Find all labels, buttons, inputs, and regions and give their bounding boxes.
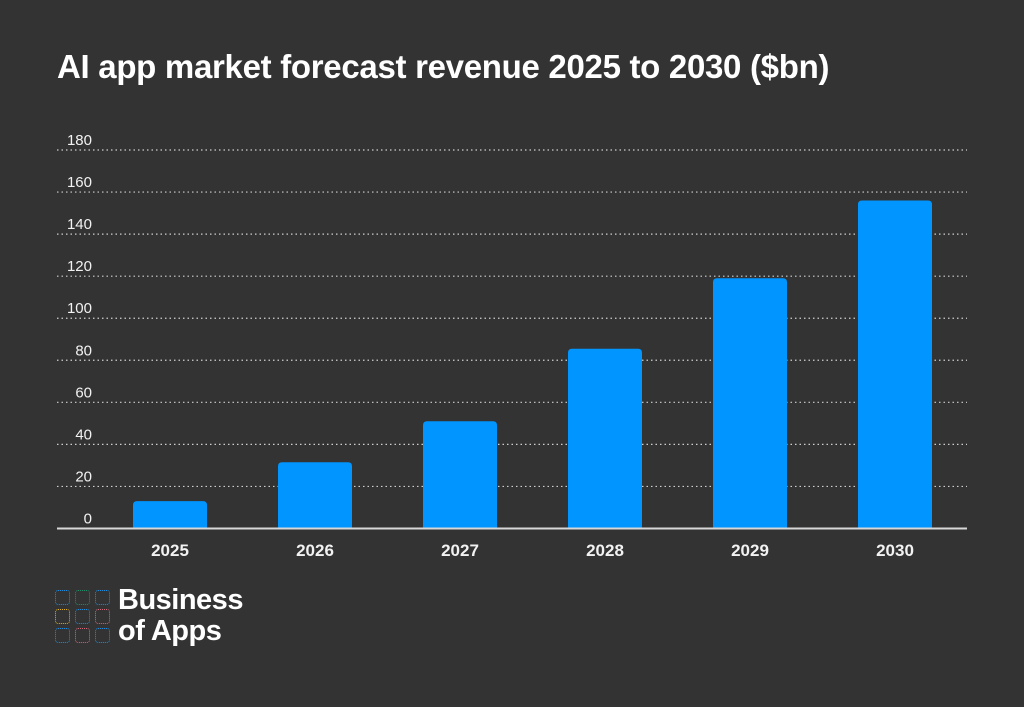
business-of-apps-logo: Business of Apps [55,585,243,647]
y-tick-label: 80 [75,342,92,359]
logo-square [95,608,110,624]
bar-2028 [568,348,642,529]
logo-square [95,627,110,643]
logo-line-1: Business [118,584,243,616]
x-tick-label: 2030 [876,541,914,560]
chart-title: AI app market forecast revenue 2025 to 2… [57,48,830,85]
bar-2030 [858,200,932,529]
y-tick-label: 60 [75,384,92,401]
x-tick-label: 2029 [731,541,769,560]
bar-2027 [423,421,497,529]
bar-2025 [133,501,207,529]
logo-grid-icon [55,589,111,643]
y-tick-label: 120 [67,258,92,275]
logo-square [55,608,70,624]
x-tick-label: 2028 [586,541,624,560]
y-tick-label: 20 [75,468,92,485]
logo-square [75,627,90,643]
x-tick-label: 2027 [441,541,479,560]
y-tick-label: 180 [67,132,92,149]
logo-line-2: of Apps [118,615,222,647]
y-tick-label: 100 [67,300,92,317]
logo-square [75,608,90,624]
y-tick-label: 140 [67,216,92,233]
y-tick-label: 40 [75,426,92,443]
y-tick-label: 160 [67,174,92,191]
bar-2026 [278,462,352,529]
logo-square [55,627,70,643]
x-tick-label: 2026 [296,541,334,560]
logo-square [55,589,70,605]
y-tick-label: 0 [84,511,92,528]
x-tick-label: 2025 [151,541,189,560]
logo-square [95,589,110,605]
logo-square [75,589,90,605]
bar-2029 [713,278,787,529]
